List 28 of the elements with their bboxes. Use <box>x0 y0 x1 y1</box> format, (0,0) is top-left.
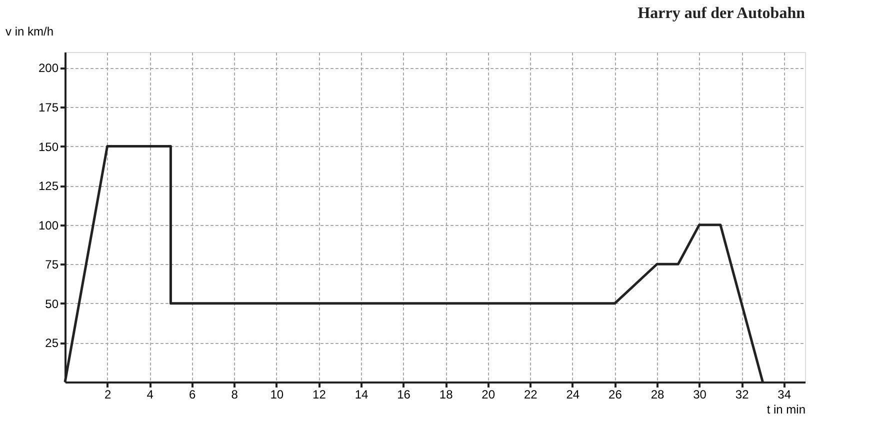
y-tick-label: 50 <box>45 296 59 311</box>
y-tick-label: 200 <box>38 61 59 76</box>
x-tick-label: 30 <box>693 388 707 402</box>
x-tick-label: 10 <box>270 388 284 402</box>
x-tick-label: 14 <box>354 388 368 402</box>
x-tick-label: 26 <box>608 388 622 402</box>
chart-title: Harry auf der Autobahn <box>638 5 806 22</box>
x-tick-label: 8 <box>231 388 238 402</box>
y-tick-label: 125 <box>38 179 59 194</box>
x-tick-label: 32 <box>735 388 750 402</box>
x-tick-label: 2 <box>104 388 112 402</box>
x-tick-label: 28 <box>650 388 664 402</box>
y-tick-label: 175 <box>38 100 59 114</box>
x-tick-label: 18 <box>439 388 454 402</box>
y-tick-label: 75 <box>45 258 59 272</box>
y-tick-label: 25 <box>45 336 59 350</box>
x-tick-label: 22 <box>524 388 538 402</box>
x-tick-label: 20 <box>482 388 496 402</box>
x-tick-label: 6 <box>189 388 196 402</box>
y-tick-label: 150 <box>38 140 59 154</box>
x-tick-label: 24 <box>566 388 580 402</box>
x-tick-label: 12 <box>312 388 326 402</box>
y-tick-label: 100 <box>38 218 59 232</box>
y-axis-title: v in km/h <box>6 24 54 38</box>
x-axis-title: t in min <box>766 402 806 416</box>
x-tick-label: 4 <box>146 388 154 402</box>
x-tick-label: 16 <box>397 388 411 402</box>
x-tick-label: 34 <box>778 388 792 402</box>
